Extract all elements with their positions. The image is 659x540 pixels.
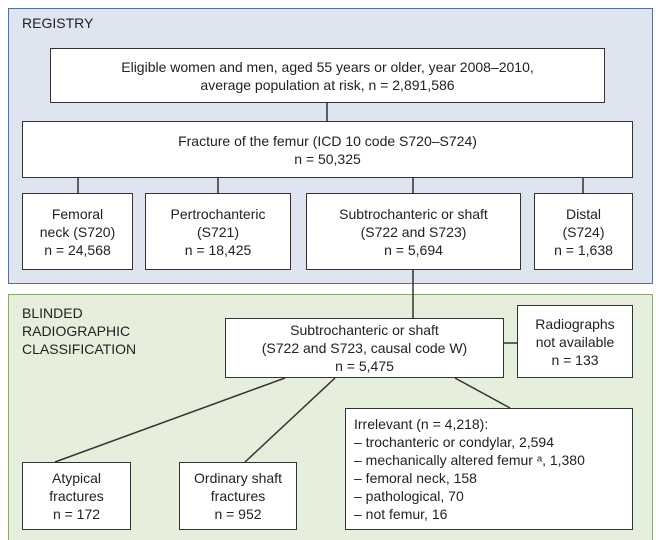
box-line: Femoral	[51, 205, 104, 222]
box-line: n = 5,694	[384, 241, 443, 258]
ordinary-box: Ordinary shaft fractures n = 952	[179, 462, 297, 530]
box-line: n = 172	[52, 506, 101, 522]
box-line: n = 1,638	[554, 241, 613, 258]
box-line: – pathological, 70	[354, 488, 464, 504]
box-line: Atypical	[51, 470, 102, 486]
box-line: Radiographs	[535, 315, 615, 332]
box-line: Distal	[565, 205, 601, 222]
subgroup-box: Distal (S724) n = 1,638	[534, 193, 633, 270]
label-line: BLINDED	[22, 305, 83, 321]
box-line: average population at risk, n = 2,891,58…	[200, 76, 455, 93]
box-line: n = 133	[551, 351, 599, 368]
box-line: n = 5,475	[335, 358, 394, 374]
label-line: CLASSIFICATION	[22, 341, 137, 357]
box-line: Subtrochanteric or shaft	[339, 205, 488, 222]
subgroup-box: Subtrochanteric or shaft (S722 and S723) n…	[306, 193, 521, 270]
box-line: n = 18,425	[184, 241, 252, 258]
subgroup-box: Femoral neck (S720) n = 24,568	[22, 193, 133, 270]
box-line: n = 50,325	[294, 150, 361, 167]
box-line: Fracture of the femur (ICD 10 code S720–…	[178, 132, 477, 149]
box-line: n = 952	[214, 506, 262, 522]
box-line: Ordinary shaft	[194, 470, 282, 486]
box-line: not available	[535, 333, 615, 350]
box-line: – not femur, 16	[354, 506, 448, 522]
box-line: fractures	[49, 488, 104, 504]
box-line: Irrelevant (n = 4,218):	[354, 416, 489, 432]
box-line: Eligible women and men, aged 55 years or…	[121, 58, 534, 75]
registry-label: REGISTRY	[22, 15, 94, 31]
eligible-box: Eligible women and men, aged 55 years or…	[50, 48, 605, 103]
not-available-box: Radiographs not available n = 133	[517, 305, 633, 378]
box-line: (S722 and S723, causal code W)	[261, 340, 468, 356]
subtrochanteric-box: Subtrochanteric or shaft (S722 and S723, …	[225, 318, 504, 378]
box-line: – femoral neck, 158	[354, 470, 477, 486]
box-line: – trochanteric or condylar, 2,594	[354, 434, 555, 450]
box-line: (S722 and S723)	[360, 223, 467, 240]
box-line: Pertrochanteric	[170, 205, 266, 222]
box-line: (S724)	[562, 223, 605, 240]
atypical-box: Atypical fractures n = 172	[22, 462, 131, 530]
box-line: (S721)	[196, 223, 240, 240]
subgroup-box: Pertrochanteric (S721) n = 18,425	[145, 193, 291, 270]
box-line: fractures	[210, 488, 266, 504]
box-line: Subtrochanteric or shaft	[290, 322, 439, 338]
label-line: RADIOGRAPHIC	[22, 323, 131, 339]
box-line: – mechanically altered femur ᵃ, 1,380	[354, 452, 585, 468]
box-line: n = 24,568	[44, 241, 111, 258]
box-line: neck (S720)	[39, 223, 116, 240]
classification-label: BLINDED RADIOGRAPHIC CLASSIFICATION	[22, 304, 136, 358]
irrelevant-box: Irrelevant (n = 4,218): – trochanteric or…	[345, 408, 633, 530]
fracture-box: Fracture of the femur (ICD 10 code S720–…	[22, 121, 633, 178]
